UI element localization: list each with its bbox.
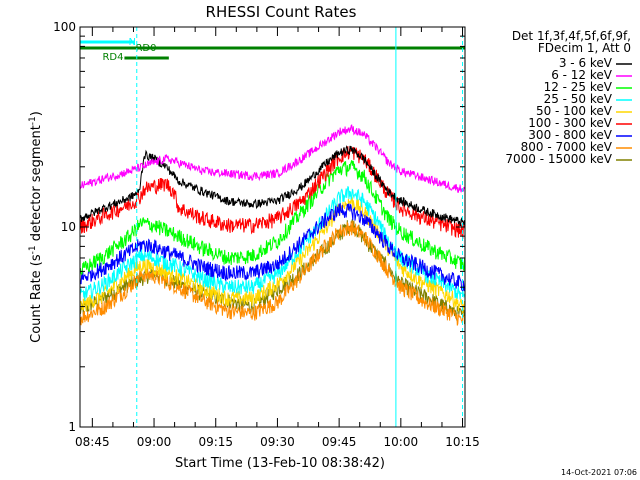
series-line-1 bbox=[79, 145, 466, 227]
x-tick-label: 10:00 bbox=[384, 435, 419, 449]
x-tick-label: 09:30 bbox=[260, 435, 295, 449]
legend-label: 300 - 800 keV bbox=[528, 128, 612, 142]
y-tick-label: 10 bbox=[61, 220, 76, 234]
legend-label: 25 - 50 keV bbox=[544, 92, 613, 106]
x-axis-label: Start Time (13-Feb-10 08:38:42) bbox=[175, 456, 385, 471]
y-label-sup2: -1 bbox=[28, 116, 38, 125]
annotation-label-n: N bbox=[129, 37, 136, 48]
timestamp: 14-Oct-2021 07:06 bbox=[561, 468, 637, 477]
y-label-main: Count Rate (s bbox=[29, 254, 44, 343]
y-tick-label: 100 bbox=[53, 20, 76, 34]
legend-label: 100 - 300 keV bbox=[528, 116, 612, 130]
legend-label: 50 - 100 keV bbox=[536, 104, 613, 118]
legend-header-line-2: FDecim 1, Att 0 bbox=[538, 41, 631, 55]
x-tick-label: 10:15 bbox=[445, 435, 480, 449]
legend-label: 12 - 25 keV bbox=[544, 80, 613, 94]
series-line-8 bbox=[79, 220, 466, 326]
series-line-5 bbox=[79, 195, 466, 314]
y-label-sup: -1 bbox=[28, 245, 38, 254]
tick-layer: 1 10 100 08:45 09:00 09:15 09:30 09:45 10:00 10:1… bbox=[53, 20, 480, 449]
x-tick-label: 09:15 bbox=[198, 435, 233, 449]
y-label-close: ) bbox=[29, 111, 44, 116]
series-line-7 bbox=[79, 203, 466, 292]
series-line-6 bbox=[79, 146, 466, 239]
chart-title: RHESSI Count Rates bbox=[206, 3, 357, 21]
x-tick-label: 09:45 bbox=[322, 435, 357, 449]
y-axis-label: Count Rate (s-1 detector segment-1) bbox=[28, 111, 44, 343]
legend-label: 7000 - 15000 keV bbox=[505, 152, 612, 166]
annotation-label-rd0: RD0 bbox=[135, 43, 156, 54]
series-line-3 bbox=[79, 160, 466, 276]
x-tick-label: 08:45 bbox=[75, 435, 110, 449]
y-tick-label: 1 bbox=[68, 420, 76, 434]
series-layer bbox=[79, 124, 466, 326]
x-tick-label: 09:00 bbox=[137, 435, 172, 449]
legend-header-line-1: Det 1f,3f,4f,5f,6f,9f, bbox=[512, 29, 631, 43]
series-line-2 bbox=[79, 124, 466, 193]
legend-label: 3 - 6 keV bbox=[559, 56, 613, 70]
legend-label: 800 - 7000 keV bbox=[521, 140, 613, 154]
annotation-label-rd4: RD4 bbox=[102, 52, 123, 63]
legend: Det 1f,3f,4f,5f,6f,9f, FDecim 1, Att 0 3… bbox=[505, 29, 632, 166]
legend-label: 6 - 12 keV bbox=[551, 68, 613, 82]
y-label-rest: detector segment bbox=[29, 125, 44, 245]
